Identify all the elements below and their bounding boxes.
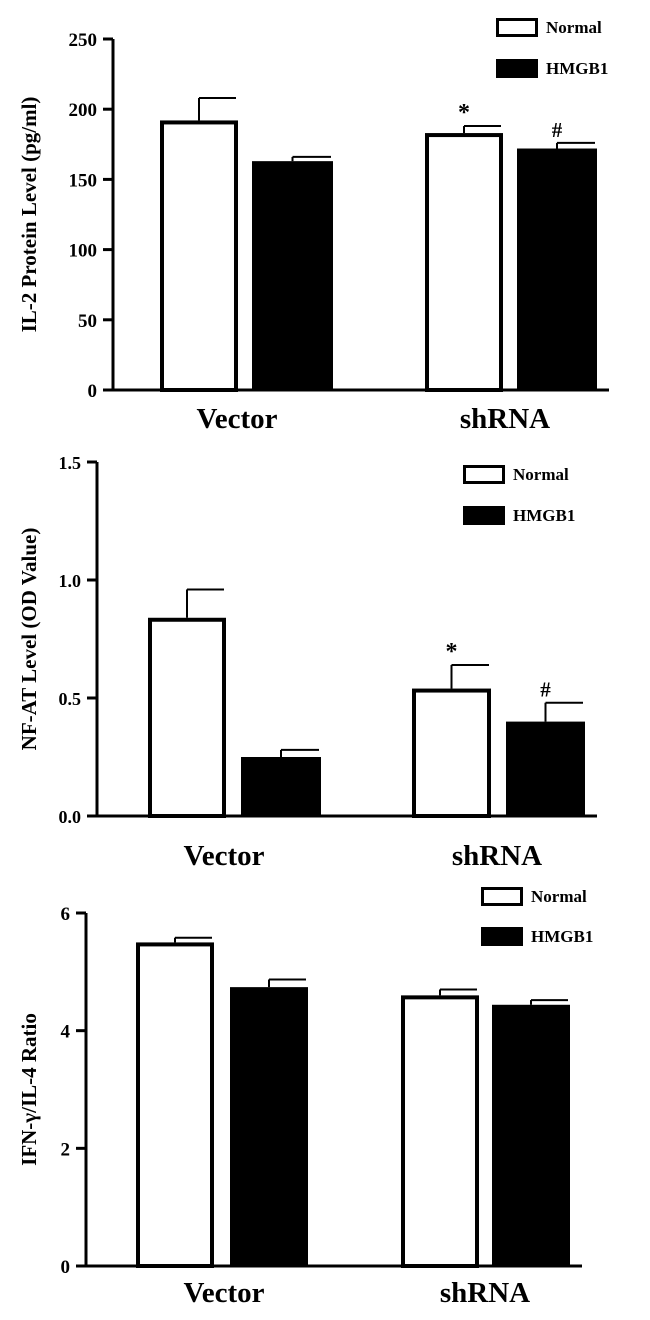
legend-swatch-normal [463, 465, 505, 484]
y-axis-label: IFN-γ/IL-4 Ratio [17, 1013, 41, 1166]
x-tick-label: Vector [183, 1277, 264, 1309]
legend-label-normal: Normal [513, 465, 569, 484]
bar-normal-vector [148, 617, 226, 819]
legend-label-normal: Normal [546, 18, 602, 37]
y-tick-label: 1.0 [59, 571, 82, 591]
legend: Normal HMGB1 [496, 18, 608, 78]
legend: Normal HMGB1 [481, 887, 593, 946]
y-tick-label: 150 [69, 170, 98, 191]
bar-hmgb1-vector [241, 757, 321, 816]
legend-swatch-hmgb1 [481, 927, 523, 946]
legend-label-hmgb1: HMGB1 [531, 927, 593, 946]
chart-1: 0 50 100 150 200 250 IL-2 Protein Level (pg/ml… [17, 18, 609, 435]
x-tick-label: shRNA [460, 403, 550, 435]
legend-label-normal: Normal [531, 887, 587, 906]
significance-star: * [446, 639, 458, 665]
y-axis-label: IL-2 Protein Level (pg/ml) [17, 97, 41, 333]
y-tick-label: 2 [61, 1139, 71, 1160]
bar-hmgb1-shrna [517, 148, 597, 390]
y-tick-label: 1.5 [59, 453, 82, 473]
y-tick-label: 50 [78, 311, 97, 332]
y-tick-label: 250 [69, 30, 98, 51]
y-tick-label: 4 [61, 1022, 71, 1043]
legend-swatch-normal [496, 18, 538, 37]
y-tick-label: 200 [69, 100, 98, 121]
bar-hmgb1-shrna [492, 1004, 570, 1266]
y-tick-label: 0 [88, 381, 98, 402]
y-tick-label: 0 [61, 1257, 71, 1278]
legend-swatch-normal [481, 887, 523, 906]
legend-swatch-hmgb1 [463, 506, 505, 525]
chart-3: 0 2 4 6 IFN-γ/IL-4 Ratio Vector shRNA Normal HMG… [17, 887, 593, 1309]
x-tick-label: Vector [183, 840, 264, 872]
y-tick-label: 0.5 [59, 689, 82, 709]
y-tick-label: 0.0 [59, 807, 82, 827]
legend-label-hmgb1: HMGB1 [513, 506, 575, 525]
significance-hash: # [552, 118, 563, 142]
significance-hash: # [540, 678, 551, 702]
bar-normal-shrna [412, 688, 491, 818]
bar-normal-shrna [425, 133, 503, 392]
legend: Normal HMGB1 [463, 465, 575, 525]
bar-normal-vector [136, 942, 214, 1269]
significance-star: * [458, 100, 470, 126]
bar-hmgb1-vector [230, 987, 308, 1266]
y-tick-label: 6 [61, 904, 71, 925]
y-tick-label: 100 [69, 241, 98, 262]
y-axis-label: NF-AT Level (OD Value) [17, 528, 41, 751]
legend-swatch-hmgb1 [496, 59, 538, 78]
x-tick-label: Vector [196, 403, 277, 435]
bar-normal-shrna [401, 995, 479, 1268]
bar-normal-vector [160, 120, 238, 392]
legend-label-hmgb1: HMGB1 [546, 59, 608, 78]
bar-hmgb1-shrna [506, 721, 585, 816]
chart-2: 0.0 0.5 1.0 1.5 NF-AT Level (OD Value) * # Vect… [17, 453, 597, 872]
x-tick-label: shRNA [440, 1277, 530, 1309]
x-tick-label: shRNA [452, 840, 542, 872]
bar-hmgb1-vector [252, 161, 333, 390]
